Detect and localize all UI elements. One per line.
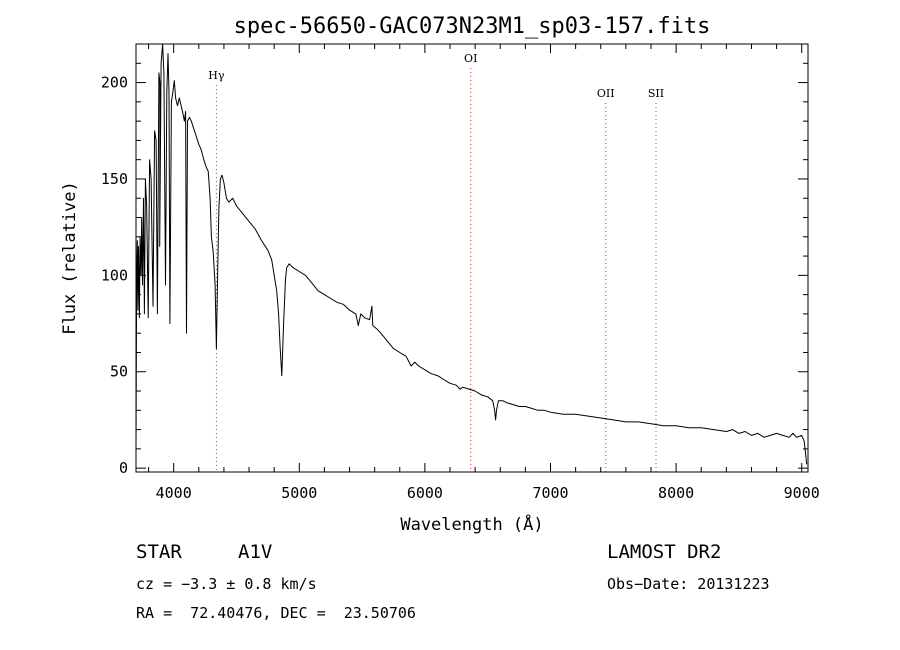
chart-title: spec-56650-GAC073N23M1_sp03-157.fits xyxy=(234,14,711,39)
y-axis-label: Flux (relative) xyxy=(60,181,80,335)
obs-date: Obs−Date: 20131223 xyxy=(607,575,770,593)
x-axis-label: Wavelength (Å) xyxy=(400,513,543,535)
coordinates: RA = 72.40476, DEC = 23.50706 xyxy=(136,604,416,622)
object-class: STAR xyxy=(136,541,182,563)
redshift-cz: cz = −3.3 ± 0.8 km/s xyxy=(136,575,317,593)
line-marker-label: OII xyxy=(597,87,615,100)
y-tick-label: 50 xyxy=(110,363,128,381)
survey-name: LAMOST DR2 xyxy=(607,541,722,563)
line-markers: Hγ OI OII SII xyxy=(208,52,664,472)
plot-frame xyxy=(135,43,809,473)
line-marker-label: SII xyxy=(648,87,664,100)
x-tick-label: 7000 xyxy=(532,484,568,502)
x-tick-label: 4000 xyxy=(156,484,192,502)
y-tick-label: 150 xyxy=(101,170,128,188)
x-tick-label: 8000 xyxy=(658,484,694,502)
series-layer xyxy=(135,43,808,465)
y-tick-label: 100 xyxy=(101,266,128,284)
x-tick-label: 9000 xyxy=(784,484,820,502)
spectral-subclass: A1V xyxy=(238,541,273,563)
y-tick-label: 200 xyxy=(101,74,128,92)
spectrum-line xyxy=(135,43,808,465)
line-marker-label: Hγ xyxy=(208,69,225,82)
axis-ticks: 4000 5000 6000 7000 8000 9000 0 50 100 150 200 xyxy=(101,43,820,502)
line-marker-label: OI xyxy=(464,52,477,65)
x-tick-label: 5000 xyxy=(281,484,317,502)
y-tick-label: 0 xyxy=(119,459,128,477)
x-tick-label: 6000 xyxy=(407,484,443,502)
